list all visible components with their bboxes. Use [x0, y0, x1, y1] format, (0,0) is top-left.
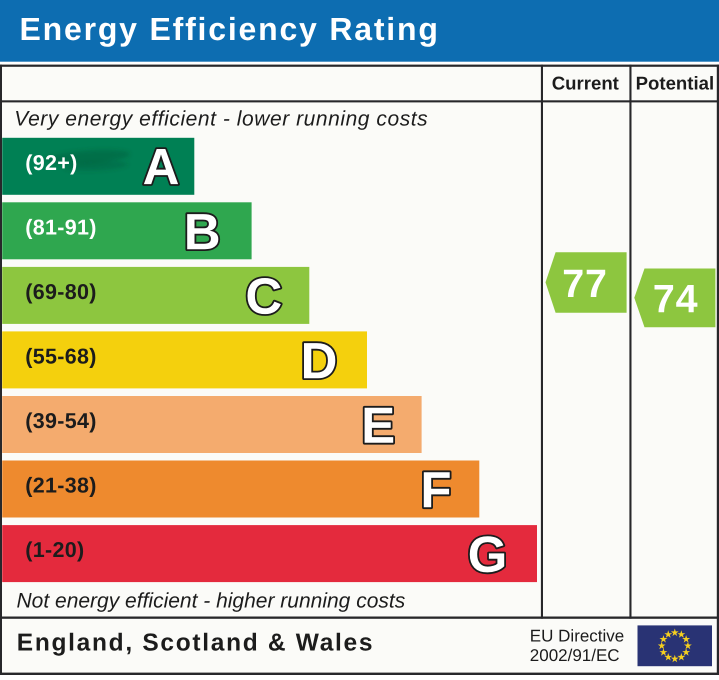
svg-text:Current: Current: [552, 73, 619, 94]
svg-text:(21-38): (21-38): [25, 474, 96, 498]
svg-text:Very energy efficient - lower: Very energy efficient - lower running co…: [14, 108, 428, 131]
svg-text:Not energy efficient - higher: Not energy efficient - higher running co…: [17, 589, 406, 612]
svg-text:2002/91/EC: 2002/91/EC: [530, 646, 620, 665]
svg-text:Energy Efficiency Rating: Energy Efficiency Rating: [20, 11, 440, 47]
svg-text:England, Scotland & Wales: England, Scotland & Wales: [17, 629, 374, 656]
svg-text:EU Directive: EU Directive: [530, 627, 624, 646]
svg-text:(39-54): (39-54): [25, 409, 96, 433]
svg-text:Potential: Potential: [636, 73, 715, 94]
svg-text:(69-80): (69-80): [25, 280, 96, 304]
svg-text:(1-20): (1-20): [25, 538, 84, 562]
svg-text:(81-91): (81-91): [25, 216, 96, 240]
svg-text:(92+): (92+): [25, 151, 77, 175]
svg-text:(55-68): (55-68): [25, 345, 96, 369]
